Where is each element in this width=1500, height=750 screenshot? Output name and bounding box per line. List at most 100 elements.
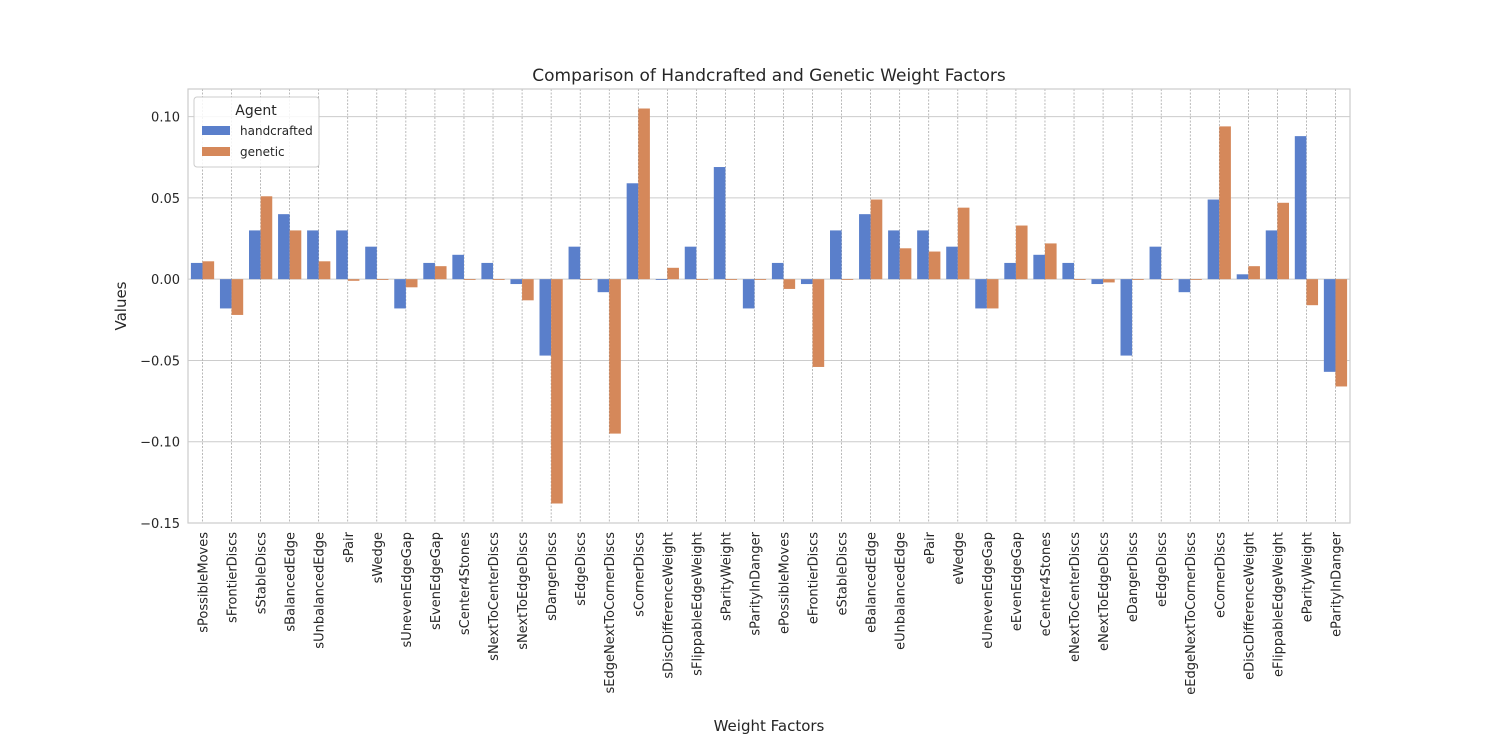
x-tick-label: sWedge [371,532,386,583]
bar-handcrafted [510,279,523,285]
x-tick-label: sStableDiscs [255,532,270,614]
bar-genetic [841,279,854,280]
bar-genetic [1161,279,1173,280]
legend-title: Agent [235,103,277,119]
bar-genetic [1335,279,1348,387]
bar-genetic [318,261,331,280]
bar-handcrafted [249,230,261,280]
x-tick-label: sDiscDifferenceWeight [661,532,676,679]
bar-genetic [812,279,825,367]
bar-handcrafted [1178,279,1191,293]
x-tick-label: sBalancedEdge [284,532,299,632]
bar-genetic [493,279,505,280]
bar-handcrafted [1062,262,1075,280]
grid-lines [188,89,1350,524]
bar-genetic [928,251,941,280]
bar-handcrafted [655,279,668,280]
bar-handcrafted [684,246,697,280]
bar-genetic [870,199,883,280]
legend-label-genetic: genetic [240,145,285,159]
x-tick-label: sParityWeight [719,532,734,621]
y-tick-label: 0.05 [151,192,180,207]
y-tick-label: −0.05 [140,354,180,369]
x-tick-label: sEvenEdgeGap [429,532,444,630]
bar-genetic [667,267,679,280]
x-tick-label: sEdgeDiscs [574,532,589,606]
x-tick-label: sCenter4Stones [458,532,473,635]
bar-genetic [957,207,970,280]
bar-genetic [260,196,273,280]
x-tick-label: eNextToCenterDiscs [1068,532,1083,662]
bar-genetic [347,279,360,281]
bar-genetic [1044,243,1057,280]
bar-handcrafted [336,230,348,280]
bar-handcrafted [859,214,871,280]
bar-handcrafted [597,279,610,293]
x-tick-label: eEdgeNextToCornerDiscs [1184,532,1199,695]
bar-genetic [783,279,796,289]
bars [190,108,1348,504]
bar-genetic [551,279,563,504]
plot-frame [187,88,1351,524]
bar-genetic [609,279,621,434]
bar-handcrafted [888,230,900,280]
bar-handcrafted [975,279,987,309]
x-tick-label: sFlippableEdgeWeight [690,532,705,676]
bar-handcrafted [568,246,581,280]
x-tick-label: eUnevenEdgeGap [981,532,996,649]
bar-handcrafted [1323,279,1336,372]
x-tick-label: ePossibleMoves [778,532,793,634]
bar-handcrafted [830,230,842,280]
bar-handcrafted [219,279,232,309]
x-tick-label: sParityInDanger [748,531,763,635]
bar-handcrafted [307,230,319,280]
x-tick-label: eNextToEdgeDiscs [1097,532,1112,651]
x-tick-label: eUnbalancedEdge [894,532,909,650]
bar-handcrafted [1149,246,1162,280]
bar-genetic [1306,279,1319,306]
y-tick-label: 0.10 [151,111,180,126]
bar-genetic [1277,202,1289,280]
bar-handcrafted [946,246,958,280]
bar-handcrafted [481,262,494,280]
x-tick-label: sPossibleMoves [197,532,212,633]
x-tick-label: sUnevenEdgeGap [400,532,415,647]
x-tick-label: sUnbalancedEdge [313,532,328,649]
bar-genetic [1219,126,1231,280]
bar-genetic [696,279,708,280]
bar-genetic [202,261,215,280]
legend-swatch-handcrafted [202,126,230,135]
bar-genetic [1074,279,1086,280]
bar-genetic [231,279,244,315]
bar-handcrafted [1004,262,1016,280]
bar-genetic [522,279,534,301]
x-tick-label: sEdgeNextToCornerDiscs [603,532,618,694]
x-tick-label: eEvenEdgeGap [1010,532,1025,631]
bar-genetic [434,266,447,280]
x-axis-ticks: sPossibleMoves sFrontierDiscs sStableDiscs… [197,531,1345,694]
x-tick-label: eFrontierDiscs [807,532,822,624]
bar-genetic [1015,225,1028,280]
x-tick-label: eParityWeight [1300,532,1315,622]
legend-swatch-genetic [202,147,230,156]
bar-handcrafted [423,262,435,280]
bar-handcrafted [190,262,203,280]
x-tick-label: sNextToEdgeDiscs [516,532,531,650]
x-tick-label: eFlippableEdgeWeight [1271,532,1286,677]
bar-genetic [1190,279,1202,280]
bar-handcrafted [1120,279,1133,356]
bar-genetic [1103,279,1115,283]
y-tick-label: −0.10 [140,436,180,451]
x-tick-label: sNextToCenterDiscs [487,532,502,661]
bar-handcrafted [1294,136,1307,280]
bar-handcrafted [1091,279,1104,285]
legend: Agent handcrafted genetic [193,96,320,168]
bar-genetic [638,108,650,280]
bar-handcrafted [713,167,726,280]
x-tick-label: eEdgeDiscs [1155,532,1170,607]
x-axis-label: Weight Factors [714,717,825,735]
bar-handcrafted [917,230,929,280]
x-tick-label: eCornerDiscs [1213,532,1228,618]
x-tick-label: sPair [342,531,357,563]
